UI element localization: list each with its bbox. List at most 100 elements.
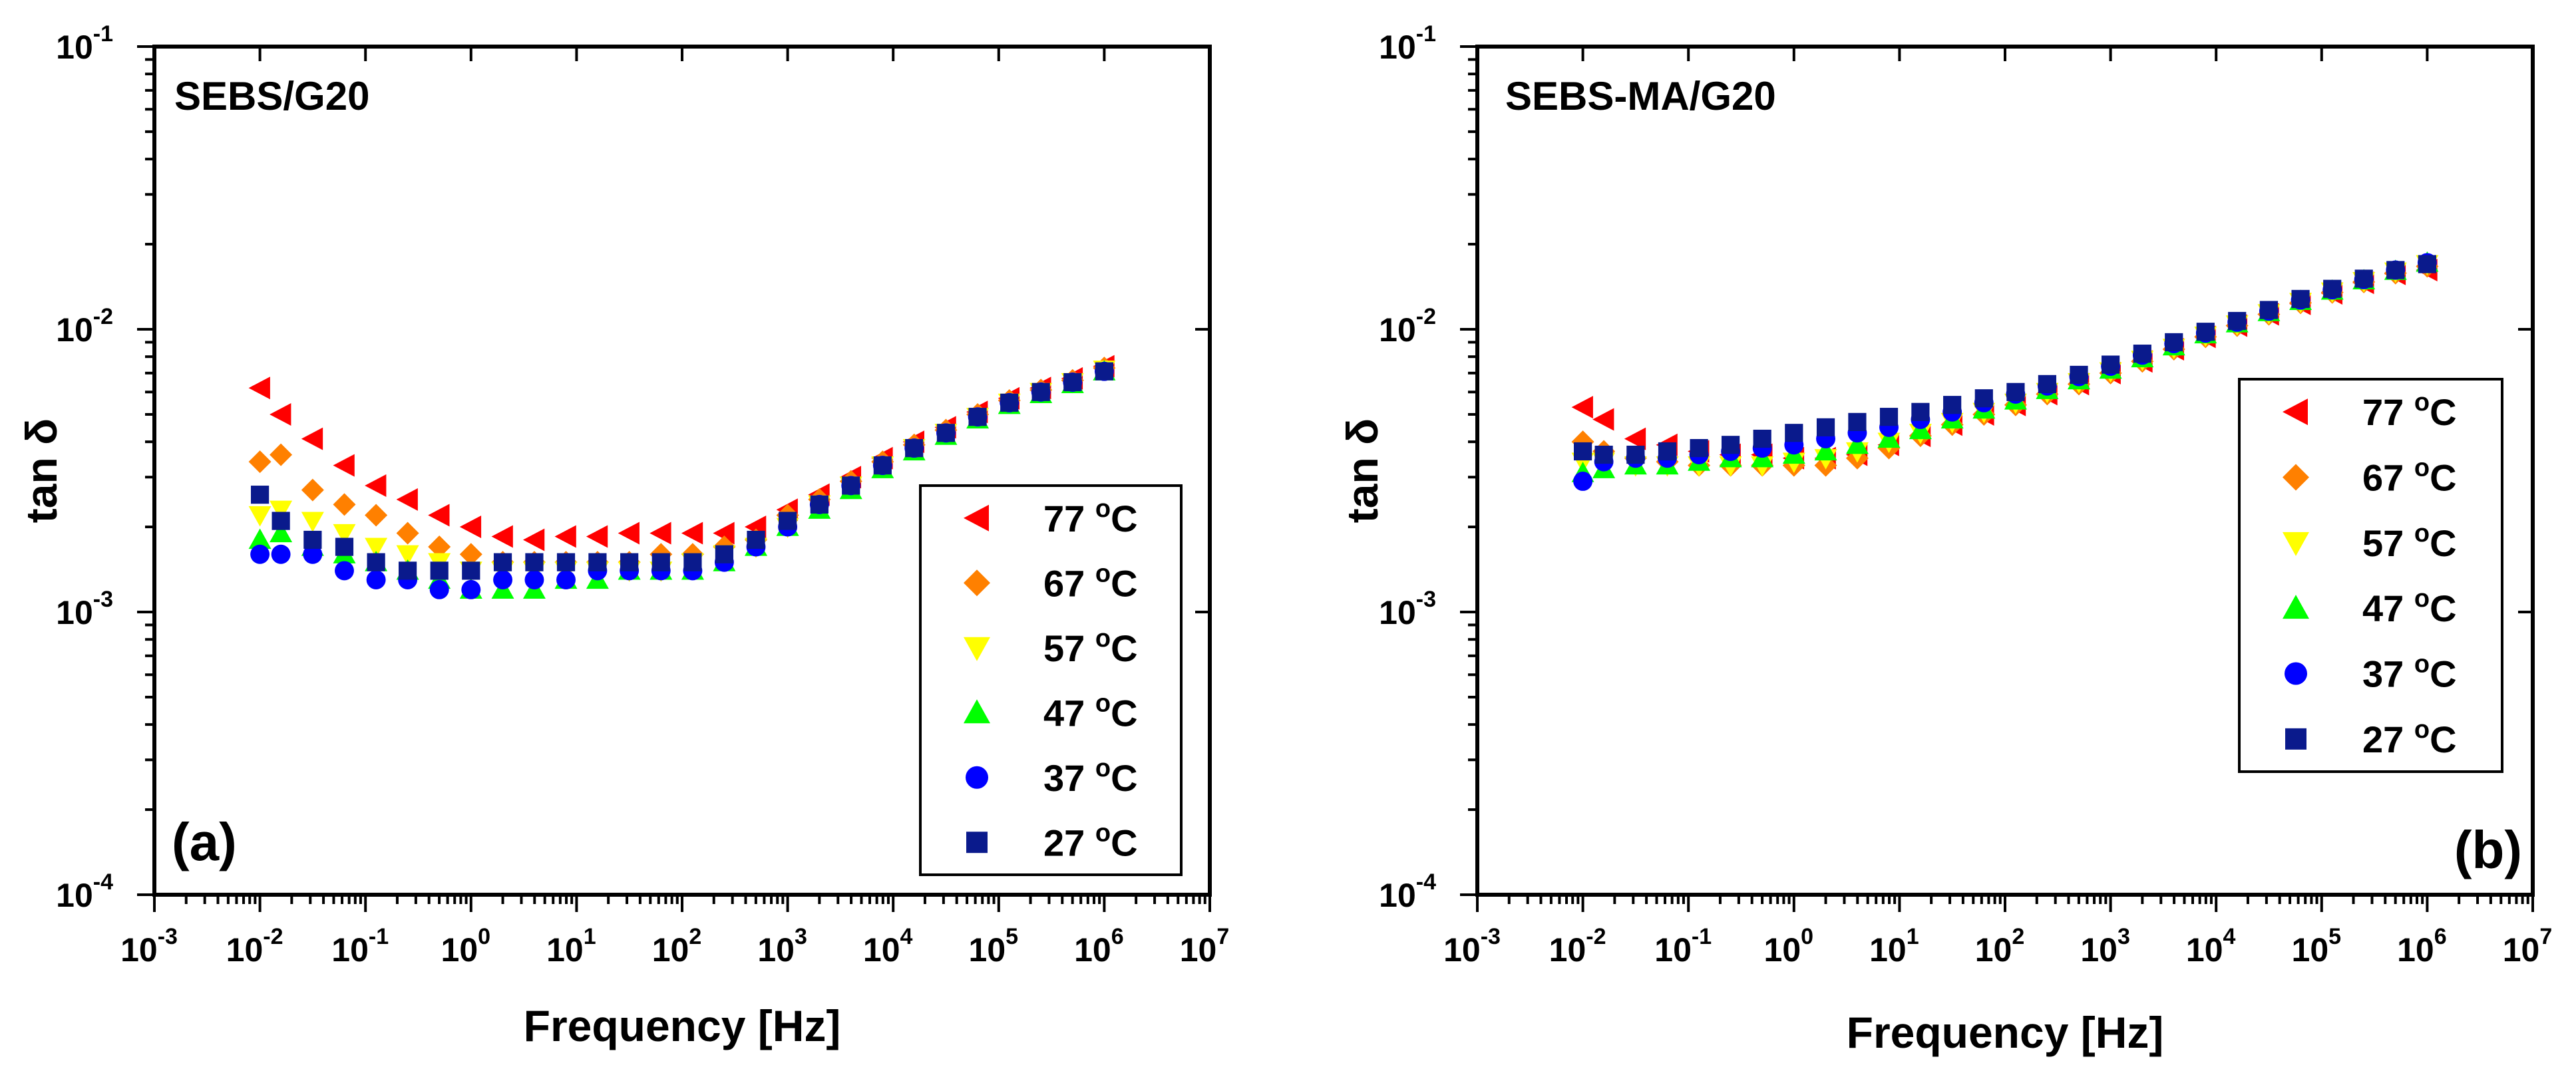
panel-title: SEBS/G20 — [174, 74, 369, 118]
data-point — [649, 522, 671, 545]
legend-marker — [966, 832, 988, 853]
data-point — [459, 543, 482, 566]
data-point — [303, 530, 322, 549]
data-point — [1063, 373, 1082, 392]
data-point — [2006, 383, 2025, 401]
panel-label: (b) — [2454, 820, 2522, 879]
data-point — [1974, 389, 1993, 408]
y-axis-title: tan δ — [17, 418, 66, 523]
data-point — [1626, 445, 1645, 464]
x-tick-label: 100 — [1764, 924, 1814, 969]
data-point — [1000, 393, 1019, 412]
legend-label: 67 oC — [1043, 559, 1138, 604]
data-point — [1911, 402, 1930, 421]
legend-box — [2238, 378, 2503, 773]
data-point — [396, 522, 419, 545]
data-point — [270, 402, 291, 426]
data-point — [525, 553, 544, 571]
x-tick-label: 107 — [2503, 924, 2553, 969]
data-point — [2259, 301, 2279, 319]
data-point — [2196, 323, 2215, 341]
series-27c — [1574, 255, 2436, 464]
data-point — [301, 427, 323, 450]
data-point — [586, 525, 608, 548]
data-point — [524, 570, 544, 590]
data-point — [335, 538, 354, 556]
data-point — [333, 524, 356, 545]
data-point — [1721, 436, 1740, 454]
legend-marker — [2285, 662, 2307, 685]
y-tick-label: 10-3 — [56, 587, 113, 631]
data-point — [430, 561, 449, 580]
x-tick-label: 104 — [863, 924, 913, 969]
data-point — [2418, 255, 2436, 273]
data-point — [683, 553, 702, 571]
data-point — [429, 579, 449, 599]
legend-marker — [964, 637, 990, 661]
x-tick-label: 101 — [1869, 924, 1919, 969]
data-point — [715, 545, 733, 563]
data-point — [491, 525, 513, 548]
legend-label: 57 oC — [2362, 520, 2457, 564]
legend-label: 77 oC — [2362, 388, 2457, 433]
data-point — [270, 522, 293, 543]
data-point — [462, 561, 480, 580]
legend-marker — [2283, 532, 2309, 556]
x-tick-label: 105 — [969, 924, 1019, 969]
data-point — [428, 504, 450, 527]
data-point — [2386, 261, 2405, 279]
y-tick-label: 10-4 — [56, 869, 113, 914]
data-point — [1845, 433, 1869, 454]
data-point — [398, 561, 417, 580]
data-point — [2323, 279, 2342, 298]
data-point — [250, 544, 270, 564]
x-axis-title: Frequency [Hz] — [524, 1001, 841, 1050]
data-point — [272, 512, 290, 530]
legend-marker — [2283, 595, 2309, 619]
x-tick-label: 10-1 — [331, 924, 389, 969]
x-tick-label: 10-1 — [1654, 924, 1712, 969]
data-point — [554, 525, 576, 548]
legend-label: 57 oC — [1043, 625, 1138, 669]
legend-label: 27 oC — [2362, 716, 2457, 760]
x-tick-label: 105 — [2292, 924, 2342, 969]
legend-marker — [2285, 728, 2306, 750]
data-point — [588, 553, 607, 571]
data-point — [1594, 445, 1613, 464]
data-point — [2038, 375, 2056, 393]
data-point — [301, 512, 324, 533]
data-point — [2291, 289, 2310, 309]
x-tick-label: 10-3 — [120, 924, 178, 969]
y-tick-label: 10-4 — [1379, 869, 1436, 914]
data-point — [251, 486, 270, 504]
y-tick-label: 10-2 — [56, 304, 113, 349]
data-point — [365, 538, 388, 559]
x-tick-label: 104 — [2186, 924, 2236, 969]
y-tick-label: 10-3 — [1379, 587, 1436, 631]
data-point — [335, 561, 354, 581]
data-point — [459, 516, 482, 539]
legend-marker — [2283, 398, 2308, 426]
data-point — [2102, 355, 2120, 374]
legend-label: 67 oC — [2362, 454, 2457, 499]
data-point — [365, 474, 387, 497]
y-tick-label: 10-1 — [1379, 21, 1436, 66]
data-point — [1753, 429, 1771, 448]
data-point — [1848, 412, 1867, 431]
data-point — [493, 553, 512, 571]
data-point — [303, 544, 323, 564]
x-tick-label: 102 — [652, 924, 702, 969]
x-tick-label: 10-2 — [226, 924, 283, 969]
data-point — [2070, 365, 2088, 385]
legend: 77 oC 67 oC 57 oC 47 oC 37 oC 27 oC — [919, 484, 1183, 876]
x-tick-label: 101 — [546, 924, 596, 969]
legend: 77 oC 67 oC 57 oC 47 oC 37 oC 27 oC — [2238, 378, 2503, 773]
legend-marker — [966, 766, 988, 789]
legend-marker — [964, 569, 990, 597]
panel-label: (a) — [172, 812, 237, 871]
data-point — [365, 504, 388, 527]
data-point — [1658, 442, 1677, 461]
x-tick-label: 103 — [2080, 924, 2130, 969]
data-point — [2354, 269, 2373, 288]
